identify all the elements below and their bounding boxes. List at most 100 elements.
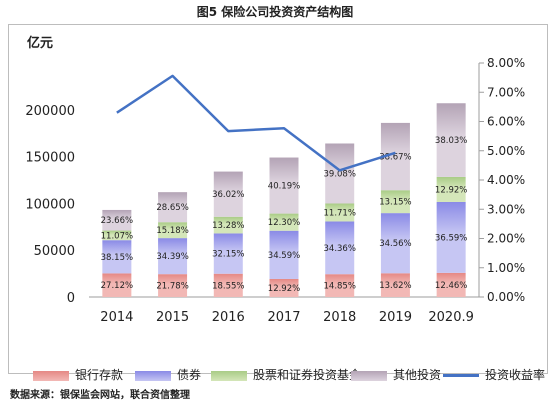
segment-value-label: 13.15%: [379, 198, 411, 208]
segment-value-label: 23.66%: [101, 216, 133, 226]
segment-labels: 27.12% 38.15% 11.07% 23.66% 21.78% 34.39% 15.1…: [101, 136, 468, 294]
bar-segment: [380, 190, 410, 214]
segment-value-label: 13.28%: [212, 221, 244, 231]
segment-value-label: 32.15%: [212, 250, 244, 260]
y2-tick-label: 3.00%: [487, 202, 525, 216]
y-tick-label: 0: [67, 291, 75, 306]
legend-item-bonds: 债券: [135, 365, 201, 385]
y-tick-label: 200000: [25, 104, 75, 119]
bar-segment: [158, 274, 188, 297]
investment-yield-line: [116, 74, 396, 172]
segment-value-label: 13.62%: [379, 281, 411, 291]
bar-segment: [325, 274, 355, 297]
segment-value-label: 34.59%: [268, 251, 300, 261]
bar-segment: [102, 240, 132, 274]
legend-swatch: [135, 370, 171, 381]
x-tick-label: 2017: [267, 310, 300, 325]
bar-segment: [158, 222, 188, 239]
segment-value-label: 18.55%: [212, 281, 244, 291]
legend-line-swatch: [443, 374, 479, 377]
legend-item-other-investments: 其他投资: [351, 365, 441, 385]
segment-value-label: 11.07%: [101, 231, 133, 241]
legend-label: 投资收益率: [485, 368, 546, 382]
legend: 银行存款 债券 股票和证券投资基金 其他投资 投资收益率: [33, 365, 550, 387]
legend-swatch: [33, 370, 69, 381]
segment-value-label: 27.12%: [101, 281, 133, 291]
segment-value-label: 38.03%: [435, 136, 467, 146]
bar-segment: [213, 233, 243, 274]
y2-tick-label: 2.00%: [487, 232, 525, 246]
segment-value-label: 12.92%: [268, 284, 300, 294]
y2-tick-label: 7.00%: [487, 85, 525, 99]
segment-value-label: 40.19%: [268, 182, 300, 192]
y2-tick-label: 8.00%: [487, 56, 525, 70]
segment-value-label: 12.92%: [435, 185, 467, 195]
bar-segment: [325, 143, 355, 204]
y2-tick-label: 4.00%: [487, 173, 525, 187]
x-tick-label: 2016: [212, 310, 245, 325]
bar-segment: [380, 273, 410, 297]
legend-item-stocks-funds: 股票和证券投资基金: [211, 365, 361, 385]
legend-label: 银行存款: [75, 368, 124, 382]
legend-swatch: [211, 370, 247, 381]
bar-segment: [325, 221, 355, 275]
legend-label: 其他投资: [393, 368, 442, 382]
bar-segment: [213, 216, 243, 234]
y2-tick-label: 1.00%: [487, 261, 525, 275]
segment-value-label: 38.15%: [101, 253, 133, 263]
segment-value-label: 12.30%: [268, 218, 300, 228]
y2-tick-label: 5.00%: [487, 144, 525, 158]
bar-segment: [269, 278, 299, 297]
bar-segment: [269, 213, 299, 231]
bar-segment: [325, 203, 355, 222]
legend-item-bank-deposits: 银行存款: [33, 365, 123, 385]
segment-value-label: 14.85%: [324, 282, 356, 292]
x-tick-label: 2015: [156, 310, 189, 325]
y2-tick-label: 0.00%: [487, 290, 525, 304]
y-tick-label: 50000: [34, 244, 75, 259]
bar-segment: [158, 192, 188, 223]
bar-segment: [102, 273, 132, 297]
legend-label: 债券: [177, 368, 202, 382]
chart-title: 图5 保险公司投资资产结构图: [196, 5, 354, 19]
segment-value-label: 38.67%: [379, 153, 411, 163]
stacked-bar-chart: 亿元 0 50000 100000 150000 200000 0.00% 1.00% 2.0…: [25, 35, 525, 325]
bars: [102, 103, 466, 297]
bar-segment: [436, 103, 466, 177]
segment-value-label: 34.39%: [156, 252, 188, 262]
legend-swatch: [351, 370, 387, 381]
y-tick-label: 150000: [25, 151, 75, 166]
bar-segment: [436, 201, 466, 273]
chart-frame: 亿元 0 50000 100000 150000 200000 0.00% 1.00% 2.0…: [8, 24, 548, 382]
bar-segment: [102, 230, 132, 241]
yield-line: [116, 74, 396, 172]
y2-tick-label: 6.00%: [487, 115, 525, 129]
segment-value-label: 12.46%: [435, 281, 467, 291]
segment-value-label: 39.08%: [324, 169, 356, 179]
x-tick-label: 2014: [100, 310, 133, 325]
bar-segment: [213, 273, 243, 297]
x-tick-label: 2019: [379, 310, 412, 325]
y-axis-unit-label: 亿元: [27, 35, 53, 51]
segment-value-label: 36.59%: [435, 233, 467, 243]
bar-segment: [269, 230, 299, 279]
bar-segment: [269, 157, 299, 214]
segment-value-label: 34.36%: [324, 244, 356, 254]
legend-label: 股票和证券投资基金: [253, 368, 362, 382]
x-tick-label: 2018: [323, 310, 356, 325]
data-source-note: 数据来源：银保监会网站，联合资信整理: [10, 390, 190, 401]
segment-value-label: 34.56%: [379, 239, 411, 249]
segment-value-label: 28.65%: [156, 203, 188, 213]
segment-value-label: 15.18%: [156, 226, 188, 236]
x-tick-label: 2020.9: [428, 310, 474, 325]
bar-segment: [436, 176, 466, 202]
y-tick-label: 100000: [25, 197, 75, 212]
segment-value-label: 21.78%: [156, 282, 188, 292]
bar-segment: [380, 213, 410, 274]
bar-segment: [158, 238, 188, 275]
bar-segment: [102, 209, 132, 231]
segment-value-label: 36.02%: [212, 190, 244, 200]
segment-value-label: 11.71%: [324, 208, 356, 218]
bar-segment: [213, 171, 243, 217]
legend-item-investment-yield: 投资收益率: [443, 365, 545, 385]
